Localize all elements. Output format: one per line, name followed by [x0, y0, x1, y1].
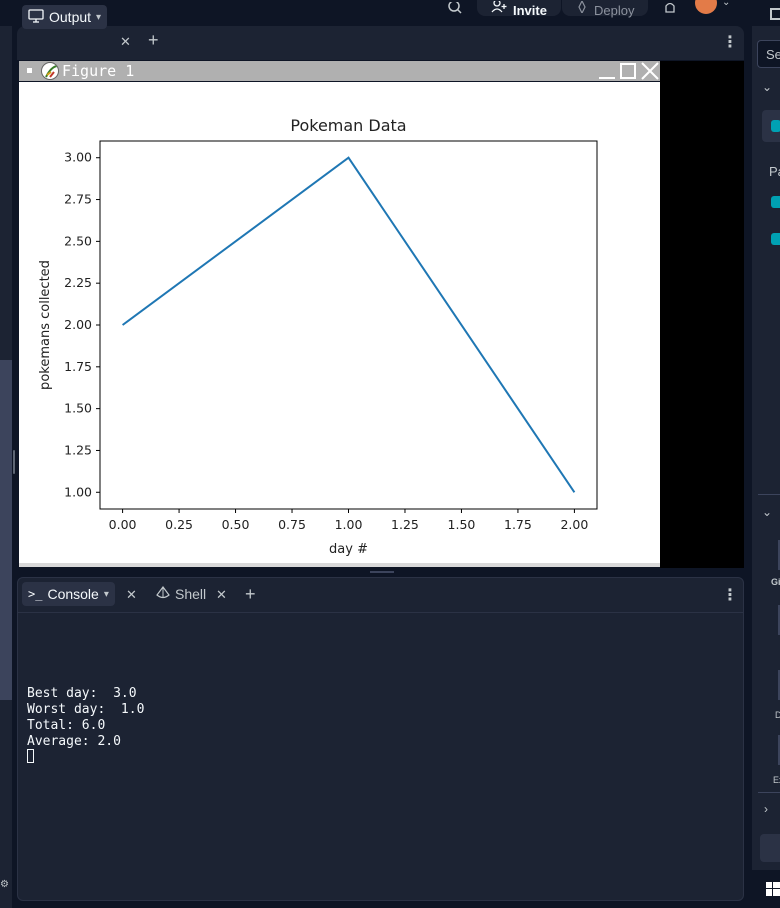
y-tick-label: 2.50: [64, 233, 92, 248]
plot-area: [99, 140, 598, 510]
y-tick-label: 1.25: [64, 442, 92, 457]
chart-title: Pokeman Data: [290, 116, 406, 135]
tab-output-label: Output: [49, 9, 92, 25]
minimize-icon[interactable]: [599, 77, 615, 79]
chevron-right-icon[interactable]: ›: [764, 802, 768, 816]
tab-console[interactable]: >_ Console ▾: [22, 582, 115, 606]
tab-console-label: Console: [47, 586, 99, 602]
sidebar-search-input[interactable]: Se: [757, 40, 780, 68]
invite-button[interactable]: Invite: [477, 0, 561, 18]
package-icon: [771, 120, 780, 132]
close-window-icon[interactable]: [640, 61, 660, 81]
chevron-down-icon[interactable]: ⌄: [722, 0, 731, 8]
tool-card-edge[interactable]: [778, 605, 780, 635]
series-line: [121, 156, 576, 493]
tool-label: Ex: [773, 775, 780, 785]
sidebar-divider: [758, 792, 780, 793]
sidebar-action-button[interactable]: [760, 834, 780, 862]
console-output-line: Worst day: 1.0: [27, 702, 145, 717]
console-pane: [17, 577, 744, 901]
y-tick-label: 2.75: [64, 192, 92, 207]
package-icon[interactable]: [771, 196, 780, 208]
x-tick-label: 1.00: [335, 517, 363, 532]
output-empty-area: [660, 61, 744, 568]
chevron-down-icon[interactable]: ⌄: [762, 80, 773, 94]
tool-card-edge[interactable]: [778, 735, 780, 765]
figure-window-title: Figure 1: [62, 62, 135, 80]
tab-output[interactable]: Output ▾: [22, 5, 108, 29]
y-tick-label: 1.00: [64, 484, 92, 499]
search-icon[interactable]: [445, 0, 465, 18]
terminal-prompt-icon: >_: [28, 587, 43, 601]
y-tick-label: 1.50: [64, 401, 92, 416]
chevron-down-icon[interactable]: ⌄: [762, 505, 773, 519]
settings-icon[interactable]: ⚙: [0, 879, 8, 890]
pane-gap: [744, 0, 752, 908]
monitor-icon: [28, 8, 44, 26]
x-tick-label: 2.00: [560, 517, 588, 532]
tool-card-edge[interactable]: [778, 670, 780, 700]
line-chart: Pokeman Data day # pokemans collected 0.00 0…: [38, 116, 598, 557]
more-options-icon[interactable]: ⋮: [722, 34, 738, 51]
close-icon[interactable]: ✕: [120, 34, 131, 49]
y-tick-label: 2.00: [64, 317, 92, 332]
x-tick-label: 0.25: [165, 517, 193, 532]
close-icon[interactable]: ✕: [126, 587, 137, 602]
tool-label: Gi: [771, 577, 780, 587]
deploy-icon: [576, 0, 588, 16]
avatar[interactable]: [695, 0, 717, 14]
splitter-grip[interactable]: [370, 571, 394, 573]
output-tab-bar: [17, 26, 744, 60]
maximize-icon[interactable]: [620, 63, 636, 79]
x-tick-label: 0.50: [222, 517, 250, 532]
x-tick-label: 0.00: [109, 517, 137, 532]
console-output-line: Best day: 3.0: [27, 686, 137, 701]
add-tab-icon[interactable]: +: [148, 30, 159, 50]
right-sidebar: [752, 26, 780, 908]
sidebar-selected-item[interactable]: [762, 110, 780, 142]
x-tick-label: 0.75: [278, 517, 306, 532]
figure-titlebar[interactable]: [19, 61, 660, 81]
left-resize-handle[interactable]: [13, 450, 15, 474]
y-axis-label: pokemans collected: [38, 260, 53, 390]
x-axis-label: day #: [329, 542, 368, 557]
package-icon[interactable]: [771, 233, 780, 245]
console-input-cursor[interactable]: [27, 749, 34, 763]
tool-label: D: [775, 710, 780, 720]
tab-shell[interactable]: Shell: [150, 582, 212, 606]
window-menu-icon[interactable]: [27, 68, 32, 73]
console-output-line: Total: 6.0: [27, 718, 106, 733]
deploy-button[interactable]: Deploy: [562, 0, 649, 18]
python-feather-icon: [41, 62, 59, 80]
chevron-down-icon: ▾: [96, 11, 102, 23]
tab-shell-label: Shell: [175, 586, 207, 602]
chevron-down-icon: ▾: [103, 588, 109, 600]
windows-start-icon[interactable]: [766, 882, 780, 896]
sidebar-divider: [758, 494, 780, 495]
x-tick-label: 1.25: [391, 517, 419, 532]
invite-label: Invite: [513, 3, 547, 18]
sidebar-search-text: Se: [766, 47, 780, 62]
figure-canvas: Pokeman Data day # pokemans collected 0.00 0…: [19, 82, 660, 564]
sidebar-section-label: Pa: [769, 164, 780, 179]
add-user-icon: [491, 0, 507, 16]
y-tick-label: 3.00: [64, 150, 92, 165]
shell-icon: [156, 585, 170, 603]
panel-toggle-icon[interactable]: [770, 8, 780, 20]
x-tick-label: 1.75: [504, 517, 532, 532]
close-icon[interactable]: ✕: [216, 587, 227, 602]
tool-card-edge[interactable]: [778, 540, 780, 570]
y-tick-label: 2.25: [64, 275, 92, 290]
y-tick-label: 1.75: [64, 359, 92, 374]
figure-statusbar: [19, 563, 660, 567]
left-scrollbar-thumb[interactable]: [0, 360, 12, 700]
console-output-line: Average: 2.0: [27, 734, 121, 749]
deploy-label: Deploy: [594, 3, 635, 18]
bell-icon[interactable]: [660, 0, 680, 18]
x-tick-label: 1.50: [448, 517, 476, 532]
more-options-icon[interactable]: ⋮: [722, 587, 738, 604]
add-tab-icon[interactable]: +: [245, 584, 256, 604]
console-tab-divider: [18, 612, 743, 613]
